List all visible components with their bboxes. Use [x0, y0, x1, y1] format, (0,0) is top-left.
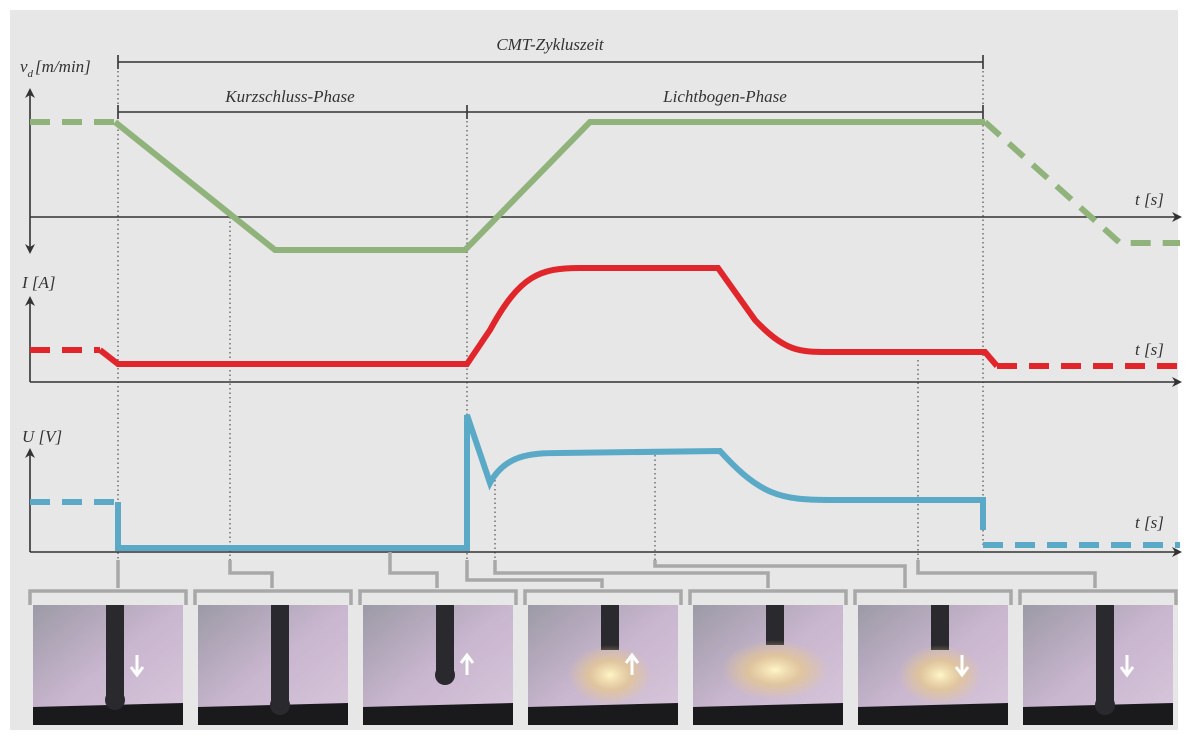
electrode: [436, 605, 454, 675]
photo: [195, 591, 351, 725]
cycle-label: CMT-Zykluszeit: [496, 35, 605, 54]
arc-glow: [721, 640, 829, 700]
photo: [30, 591, 186, 725]
unit: [m/min]: [35, 57, 91, 76]
electrode: [271, 605, 289, 705]
photos: [30, 591, 1176, 725]
arc-label: Lichtbogen-Phase: [662, 87, 787, 106]
time-label: t [s]: [1135, 513, 1164, 532]
arc-glow: [898, 645, 982, 705]
photo: [360, 591, 516, 725]
photo: [525, 591, 681, 725]
electrode: [766, 605, 784, 645]
voltage-label: U [V]: [22, 427, 62, 446]
time-label: t [s]: [1135, 340, 1164, 359]
time-label: t [s]: [1135, 190, 1164, 209]
droplet: [105, 690, 125, 710]
photo: [855, 591, 1011, 725]
current-label: I [A]: [21, 273, 56, 292]
electrode: [1096, 605, 1114, 705]
electrode: [931, 605, 949, 650]
droplet: [435, 665, 455, 685]
short-circuit-label: Kurzschluss-Phase: [224, 87, 355, 106]
page: CMT-Zykluszeit Kurzschluss-Phase Lichtbo…: [0, 0, 1188, 745]
photo: [1020, 591, 1176, 725]
electrode: [601, 605, 619, 650]
droplet: [1095, 695, 1115, 715]
subscript: d: [28, 68, 34, 80]
arc-glow: [568, 645, 652, 705]
diagram: CMT-Zykluszeit Kurzschluss-Phase Lichtbo…: [0, 0, 1188, 740]
electrode: [106, 605, 124, 700]
photo: [690, 591, 846, 725]
droplet: [270, 695, 290, 715]
